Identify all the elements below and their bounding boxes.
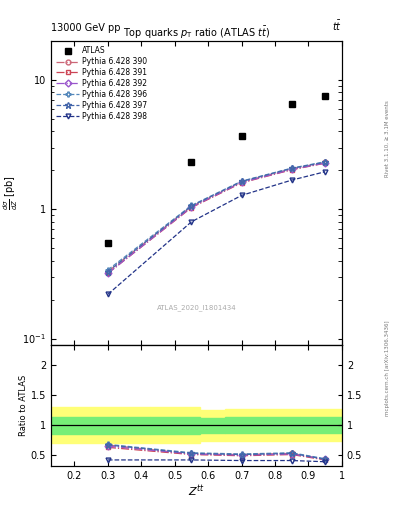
Bar xyxy=(225,417,267,433)
Bar xyxy=(267,417,300,433)
Pythia 6.428 398 xyxy=(323,168,327,175)
Bar xyxy=(300,409,342,441)
Y-axis label: $\frac{d\sigma}{dZ}$ [pb]: $\frac{d\sigma}{dZ}$ [pb] xyxy=(1,176,20,210)
ATLAS xyxy=(289,101,294,107)
ATLAS xyxy=(189,159,194,165)
Pythia 6.428 391 xyxy=(289,167,294,173)
Line: Pythia 6.428 396: Pythia 6.428 396 xyxy=(105,159,328,272)
Pythia 6.428 397 xyxy=(239,178,244,184)
Pythia 6.428 398 xyxy=(289,177,294,183)
Line: ATLAS: ATLAS xyxy=(105,93,328,246)
Pythia 6.428 398 xyxy=(189,219,194,225)
Bar xyxy=(267,409,300,441)
ATLAS xyxy=(239,133,244,139)
Y-axis label: Ratio to ATLAS: Ratio to ATLAS xyxy=(19,375,28,436)
Bar xyxy=(41,407,150,443)
X-axis label: $Z^{tt}$: $Z^{tt}$ xyxy=(188,483,205,499)
Pythia 6.428 397 xyxy=(323,159,327,165)
Legend: ATLAS, Pythia 6.428 390, Pythia 6.428 391, Pythia 6.428 392, Pythia 6.428 396, P: ATLAS, Pythia 6.428 390, Pythia 6.428 39… xyxy=(54,44,150,123)
Line: Pythia 6.428 390: Pythia 6.428 390 xyxy=(105,160,328,274)
Bar xyxy=(150,417,200,434)
Title: Top quarks $p_{\rm T}$ ratio (ATLAS $t\bar{t}$): Top quarks $p_{\rm T}$ ratio (ATLAS $t\b… xyxy=(123,25,270,41)
Pythia 6.428 396 xyxy=(106,267,110,273)
Pythia 6.428 396 xyxy=(239,178,244,184)
Bar xyxy=(150,407,200,443)
Pythia 6.428 390 xyxy=(106,268,110,274)
Pythia 6.428 392 xyxy=(239,179,244,185)
Bar xyxy=(41,417,150,434)
Text: $t\bar{t}$: $t\bar{t}$ xyxy=(332,19,342,33)
Pythia 6.428 397 xyxy=(189,203,194,209)
Text: Rivet 3.1.10, ≥ 3.1M events: Rivet 3.1.10, ≥ 3.1M events xyxy=(385,100,389,177)
ATLAS xyxy=(106,240,110,246)
Pythia 6.428 396 xyxy=(289,165,294,171)
Text: mcplots.cern.ch [arXiv:1306.3436]: mcplots.cern.ch [arXiv:1306.3436] xyxy=(385,321,389,416)
Bar xyxy=(200,410,225,440)
Pythia 6.428 397 xyxy=(106,268,110,274)
Pythia 6.428 390 xyxy=(189,203,194,209)
Pythia 6.428 392 xyxy=(106,270,110,276)
Pythia 6.428 391 xyxy=(239,180,244,186)
Bar xyxy=(225,409,267,441)
Bar xyxy=(300,417,342,433)
Pythia 6.428 392 xyxy=(189,204,194,210)
ATLAS xyxy=(323,93,327,99)
Pythia 6.428 398 xyxy=(106,291,110,297)
Pythia 6.428 397 xyxy=(289,165,294,172)
Pythia 6.428 396 xyxy=(323,159,327,165)
Pythia 6.428 396 xyxy=(189,202,194,208)
Pythia 6.428 398 xyxy=(239,193,244,199)
Line: Pythia 6.428 397: Pythia 6.428 397 xyxy=(105,159,328,274)
Pythia 6.428 390 xyxy=(289,166,294,172)
Pythia 6.428 392 xyxy=(289,166,294,173)
Pythia 6.428 391 xyxy=(189,204,194,210)
Pythia 6.428 390 xyxy=(239,179,244,185)
Text: 13000 GeV pp: 13000 GeV pp xyxy=(51,23,121,33)
Pythia 6.428 391 xyxy=(106,270,110,276)
Pythia 6.428 390 xyxy=(323,159,327,165)
Line: Pythia 6.428 392: Pythia 6.428 392 xyxy=(105,161,328,275)
Pythia 6.428 392 xyxy=(323,160,327,166)
Line: Pythia 6.428 398: Pythia 6.428 398 xyxy=(105,169,328,297)
Line: Pythia 6.428 391: Pythia 6.428 391 xyxy=(105,161,328,275)
Pythia 6.428 391 xyxy=(323,160,327,166)
Text: ATLAS_2020_I1801434: ATLAS_2020_I1801434 xyxy=(157,305,236,311)
Bar xyxy=(200,418,225,433)
